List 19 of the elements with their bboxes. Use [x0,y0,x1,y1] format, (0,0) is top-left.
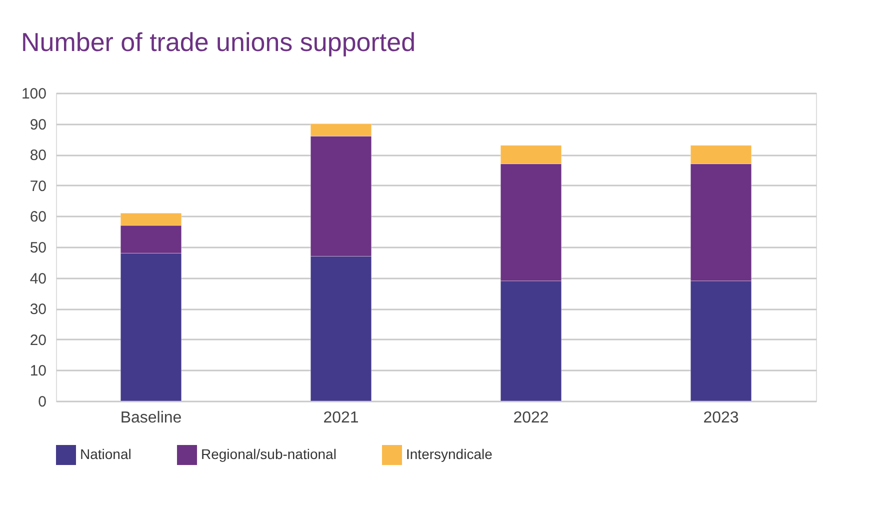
y-tick-label: 80 [30,147,46,164]
legend-label: Regional/sub-national [201,446,336,462]
y-tick-label: 50 [30,240,46,256]
chart-title: Number of trade unions supported [20,27,416,57]
legend-label: Intersyndicale [406,446,493,462]
y-tick-label: 90 [30,116,46,134]
y-tick-label: 20 [30,332,46,349]
x-tick-label: 2021 [323,410,359,426]
y-tick-label: 0 [38,394,46,410]
x-tick-label: 2022 [513,410,549,426]
y-tick-label: 100 [21,86,46,102]
y-tick-label: 70 [30,178,46,195]
x-tick-label: Baseline [120,410,182,426]
y-tick-label: 60 [30,208,46,226]
y-tick-label: 30 [30,301,46,318]
y-tick-label: 40 [30,270,46,288]
y-tick-label: 10 [30,362,46,380]
x-tick-label: 2023 [703,410,739,426]
legend-label: National [80,446,132,462]
